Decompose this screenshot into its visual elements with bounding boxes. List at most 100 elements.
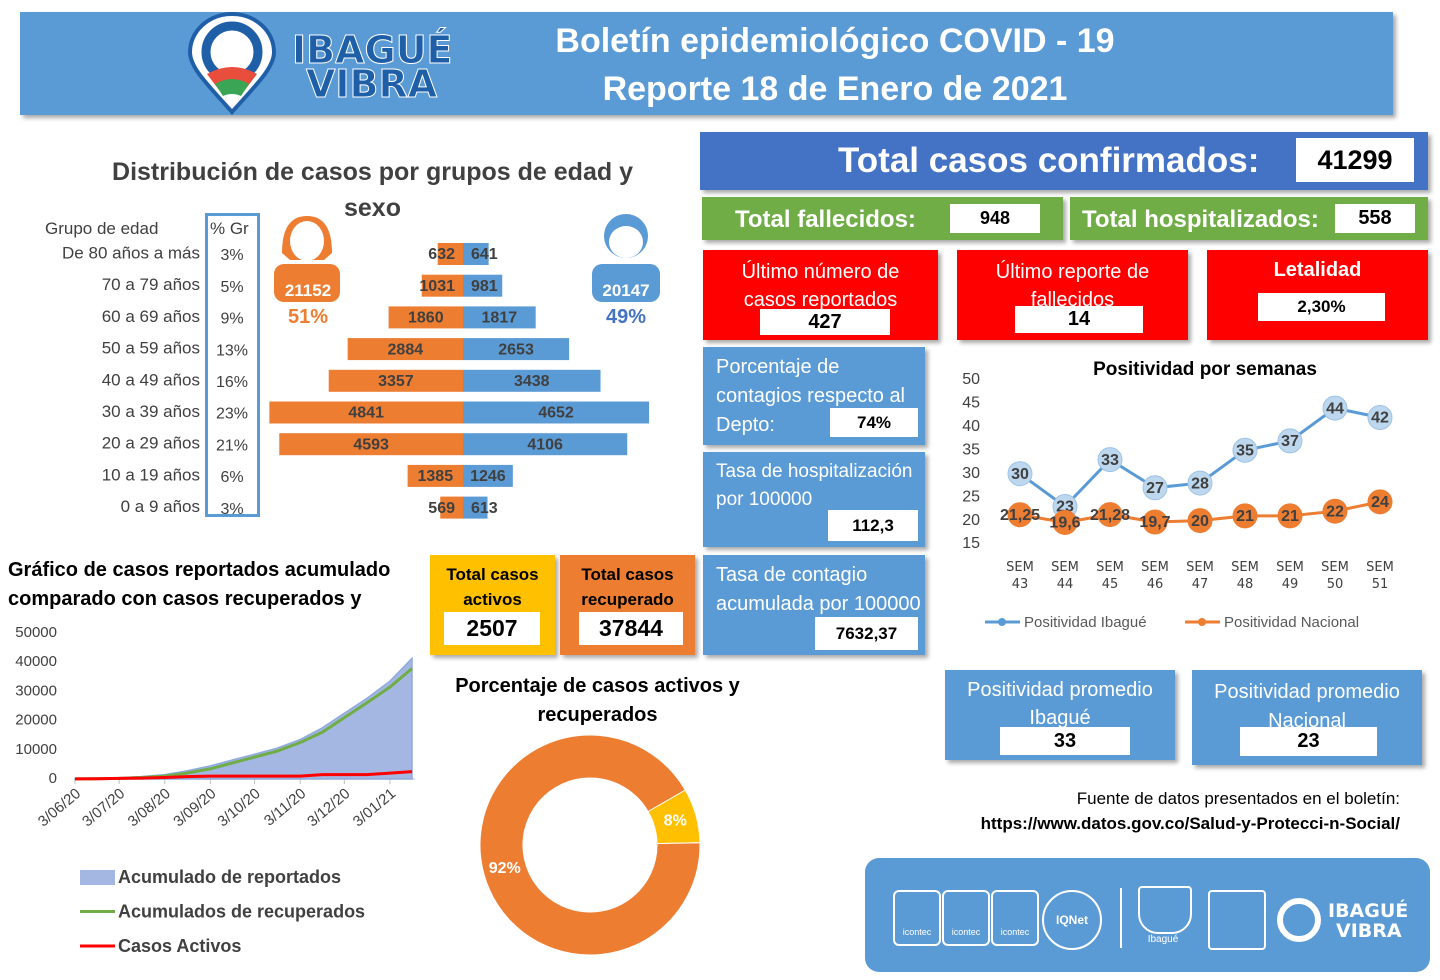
label: Total casos recuperado [581, 565, 674, 609]
value-label: 21 [1236, 508, 1254, 525]
x-tick-label: SEM 43 [1006, 560, 1034, 592]
value: 2,30% [1258, 293, 1385, 321]
logo-text: IBAGUÉ [292, 28, 454, 73]
value-label: 1817 [482, 310, 518, 327]
x-tick-label: 3/10/20 [214, 785, 263, 830]
footer-logo: Ibagué [1147, 934, 1179, 945]
y-tick-label: 45 [962, 395, 980, 412]
legend-swatch [80, 870, 115, 885]
x-tick-label: SEM 45 [1096, 560, 1124, 592]
value-label: 20 [1191, 513, 1209, 530]
y-tick-label: 10000 [15, 741, 57, 758]
y-tick-label: 30000 [15, 682, 57, 699]
value-label: 981 [471, 278, 498, 295]
label: Último número de casos reportados [741, 261, 900, 311]
logo-text: VIBRA [305, 62, 438, 107]
value: 427 [760, 309, 890, 335]
value-label: 613 [471, 500, 498, 517]
active-box: Total casos activos 2507 [430, 555, 555, 655]
y-tick-label: 40000 [15, 653, 57, 670]
series-share: 49% [605, 306, 647, 328]
value: 14 [1015, 306, 1143, 333]
chart-title: Gráfico de casos reportados acumulado co… [8, 559, 391, 610]
value-label: 19,7 [1139, 514, 1170, 531]
y-tick-label: 15 [962, 535, 980, 552]
value-label: 19,6 [1049, 515, 1080, 532]
point [1097, 447, 1123, 473]
legend-marker [1198, 618, 1206, 626]
y-tick-label: 20000 [15, 712, 57, 729]
value-label: 30 [1011, 466, 1029, 483]
legend-label: Positividad Nacional [1224, 614, 1359, 631]
label: Total fallecidos: [735, 206, 916, 233]
y-tick-label: 40 a 49 años [102, 370, 200, 389]
value: 558 [1335, 204, 1415, 233]
label: Tasa de contagio acumulada por 100000 [716, 564, 921, 615]
contagion-rate-box: Tasa de contagio acumulada por 100000 76… [703, 555, 925, 655]
series-total: 21152 [284, 281, 332, 300]
bar [328, 369, 463, 392]
bar [463, 496, 488, 519]
x-tick-label: 3/12/20 [304, 785, 353, 830]
value-label: 4652 [538, 405, 574, 422]
point [1232, 503, 1258, 529]
bar [463, 401, 650, 424]
point [1142, 509, 1168, 535]
slice [479, 734, 701, 956]
female-icon [274, 216, 340, 302]
value-label: 1385 [418, 468, 454, 485]
value: 37844 [579, 612, 683, 645]
value-label: 28 [1191, 475, 1209, 492]
y-tick-label: 50000 [15, 624, 57, 641]
bar [463, 433, 628, 456]
value-label: 37 [1281, 433, 1299, 450]
value-label: 35 [1236, 443, 1254, 460]
legend-label: Acumulados de recuperados [118, 901, 365, 921]
label: Positividad promedio Nacional [1214, 681, 1400, 732]
value-label: 92% [489, 860, 521, 877]
recovered-box: Total casos recuperado 37844 [560, 555, 695, 655]
value-label: 24 [1371, 494, 1389, 511]
point [1367, 489, 1393, 515]
value: 7632,37 [815, 617, 918, 650]
label: Positividad promedio Ibagué [967, 679, 1153, 729]
share-label: 13% [216, 342, 248, 359]
x-tick-label: SEM 47 [1186, 560, 1214, 592]
y-tick-label: 50 [962, 371, 980, 388]
x-tick-label: SEM 48 [1231, 560, 1259, 592]
confirmed-box: Total casos confirmados: 41299 [700, 132, 1428, 190]
value: 948 [950, 204, 1040, 233]
label: Último reporte de fallecidos [995, 261, 1150, 311]
value-label: 1246 [470, 468, 506, 485]
value: 112,3 [828, 510, 918, 541]
x-tick-label: SEM 44 [1051, 560, 1079, 592]
avg-ibague-box: Positividad promedio Ibagué 33 [945, 670, 1175, 760]
chart-title: Distribución de casos por grupos de edad… [112, 158, 633, 222]
column-header: Grupo de edad [45, 219, 159, 238]
lethality-box: Letalidad 2,30% [1207, 250, 1428, 340]
y-tick-label: 50 a 59 años [102, 339, 200, 358]
label: Porcentaje de contagios respecto al Dept… [716, 356, 906, 436]
share-label: 5% [220, 279, 243, 296]
y-tick-label: 0 a 9 años [121, 497, 200, 516]
bar [463, 306, 536, 329]
last-cases-box: Último número de casos reportados 427 [703, 250, 938, 340]
share-label: 23% [216, 406, 248, 423]
column-header: % Gr [210, 219, 249, 238]
value-label: 21 [1281, 508, 1299, 525]
x-tick-label: SEM 51 [1366, 560, 1394, 592]
point [1322, 395, 1348, 421]
value-label: 569 [428, 500, 455, 517]
x-tick-label: 3/06/20 [35, 785, 84, 830]
label: Letalidad [1273, 259, 1362, 281]
x-tick-label: SEM 49 [1276, 560, 1304, 592]
value: 41299 [1296, 138, 1414, 182]
point [1232, 437, 1258, 463]
value: 23 [1240, 727, 1377, 756]
footer-logo: icontec [942, 890, 990, 946]
legend-marker [998, 618, 1006, 626]
point [1007, 461, 1033, 487]
series-total: 20147 [602, 281, 650, 300]
title: Boletín epidemiológico COVID - 19 [555, 22, 1115, 60]
legend-label: Acumulado de reportados [118, 867, 341, 887]
